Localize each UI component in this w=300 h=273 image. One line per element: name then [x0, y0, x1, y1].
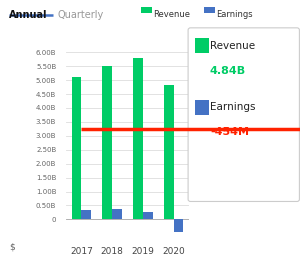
Bar [133, 58, 143, 219]
Text: -454M: -454M [210, 127, 249, 137]
Text: Earnings: Earnings [210, 102, 256, 112]
Bar [164, 85, 174, 219]
Bar [112, 209, 122, 219]
Text: Revenue: Revenue [210, 41, 255, 51]
Text: Earnings: Earnings [216, 10, 253, 19]
Bar [174, 219, 183, 232]
Bar [81, 210, 91, 219]
Bar [143, 212, 153, 219]
Bar [102, 66, 112, 219]
Text: Revenue: Revenue [153, 10, 190, 19]
Text: 4.84B: 4.84B [210, 66, 246, 76]
Text: Annual: Annual [9, 10, 47, 20]
Bar [72, 77, 81, 219]
Text: $: $ [9, 242, 15, 251]
Text: Quarterly: Quarterly [57, 10, 103, 20]
